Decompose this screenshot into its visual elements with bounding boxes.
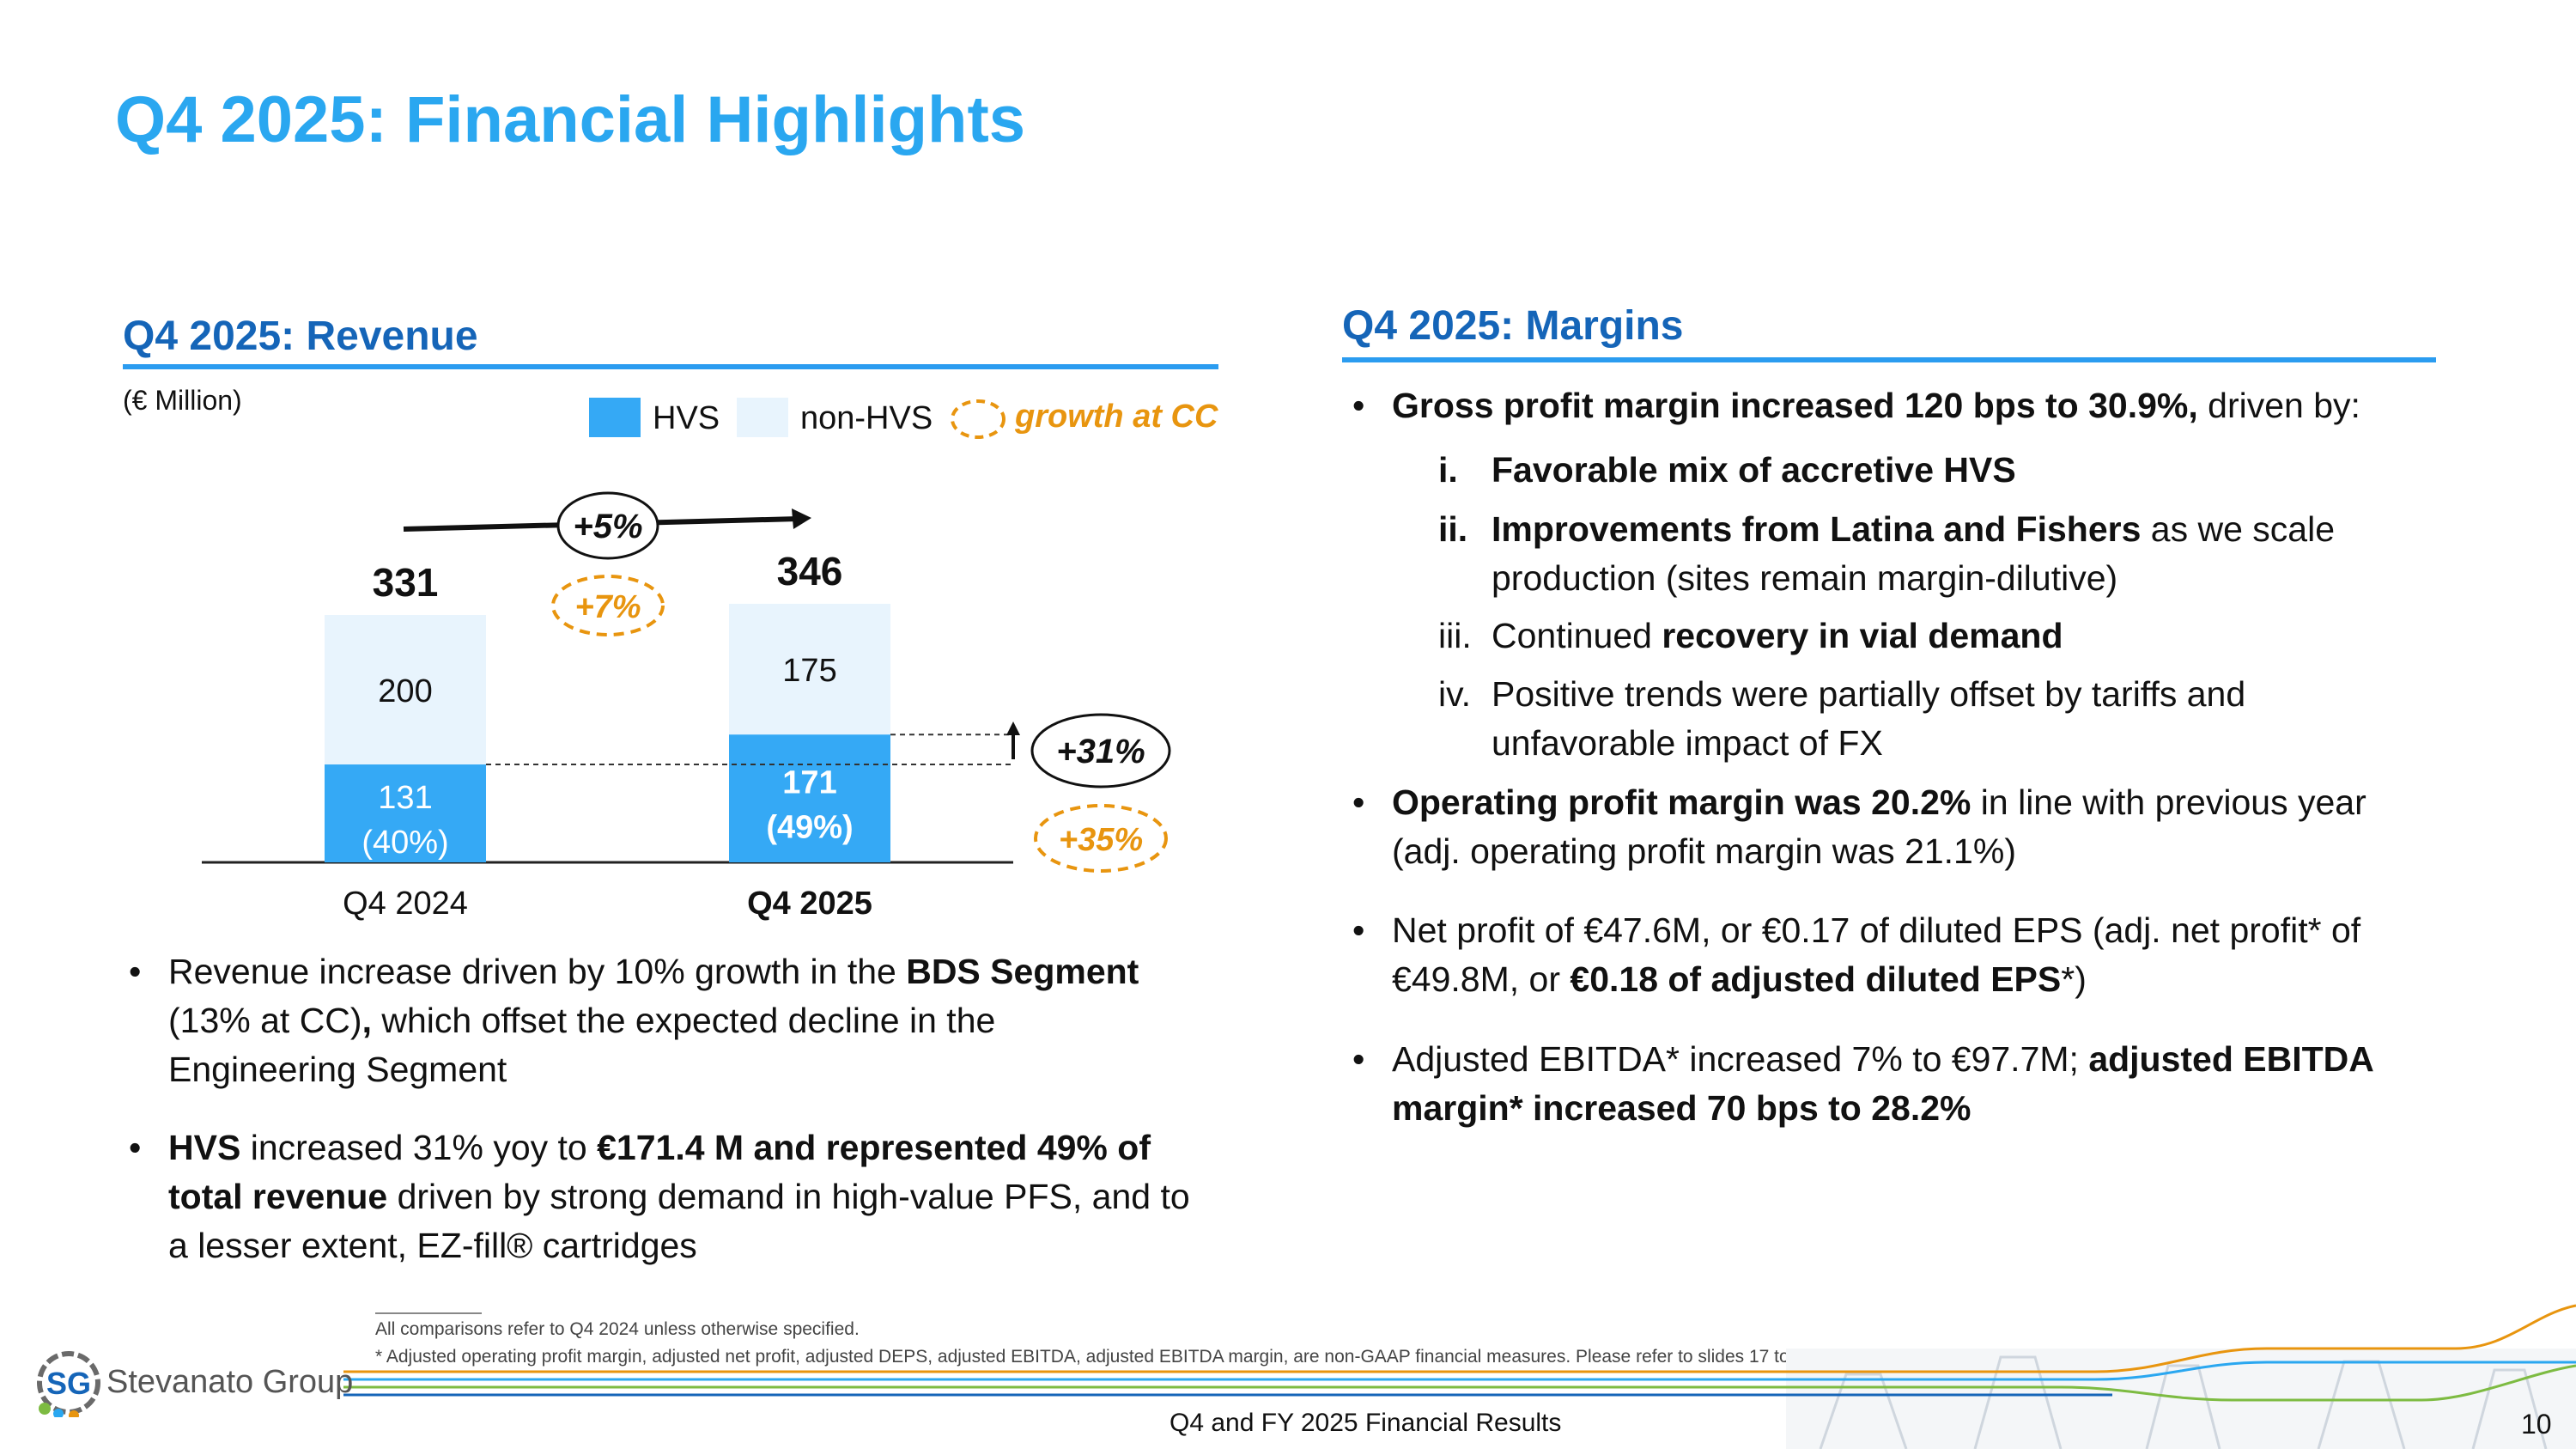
legend-hvs-swatch [589, 398, 641, 437]
revenue-title-rule [123, 364, 1218, 369]
legend-growth-cc-icon [951, 399, 1005, 439]
logo-mark-text: SG [46, 1366, 91, 1401]
page-title: Q4 2025: Financial Highlights [115, 83, 1026, 156]
revenue-section-title: Q4 2025: Revenue [123, 314, 478, 359]
bar-hvs-1 [729, 734, 890, 862]
margins-bullet-ebitda: • Adjusted EBITDA* increased 7% to €97.7… [1352, 1039, 2374, 1128]
margins-bullet-net-profit: • Net profit of €47.6M, or €0.17 of dilu… [1352, 910, 2361, 999]
bar-total-label-1: 346 [777, 549, 843, 594]
margins-title-rule [1342, 357, 2436, 362]
bar-hvs-share-1: (49%) [766, 810, 853, 846]
bar-hvs-label-0: 131 [378, 780, 432, 816]
category-label-1: Q4 2025 [747, 886, 872, 922]
total-growth-bubble [556, 491, 659, 560]
bar-non-hvs-label-1: 175 [782, 653, 836, 689]
bar-total-label-0: 331 [373, 560, 439, 605]
bar-hvs-label-1: 171 [782, 765, 836, 801]
total-growth-arrowhead [792, 508, 811, 529]
company-name: Stevanato Group [106, 1364, 354, 1400]
footer-center-text: Q4 and FY 2025 Financial Results [1170, 1409, 1562, 1437]
hvs-growth-arrowhead [1006, 721, 1020, 735]
bar-hvs-share-0: (40%) [361, 825, 448, 861]
legend-non-hvs-label: non-HVS [800, 400, 933, 436]
revenue-chart: +5% +7% 200 131 (40%) 331 Q4 2024 175 171 (49%)… [202, 491, 1171, 922]
footnote-2: * Adjusted operating profit margin, adju… [375, 1347, 2161, 1367]
margins-section-title: Q4 2025: Margins [1342, 303, 1684, 349]
hvs-growth-cc-label: +35% [1059, 822, 1143, 858]
revenue-bullet-2: • HVS increased 31% yoy to €171.4 M and … [129, 1128, 1190, 1265]
category-label-0: Q4 2024 [343, 886, 468, 922]
footer-decoration [343, 1304, 2576, 1449]
margins-sub-1: i. Favorable mix of accretive HVS [1438, 450, 2016, 490]
total-growth-cc-label: +7% [574, 589, 641, 625]
margins-bullet-operating: • Operating profit margin was 20.2% in l… [1352, 782, 2366, 871]
bar-non-hvs-0 [325, 615, 486, 765]
bar-non-hvs-1 [729, 603, 890, 735]
footnote-1: All comparisons refer to Q4 2024 unless … [375, 1319, 860, 1339]
logo-icon: SG [37, 1351, 100, 1417]
revenue-bullet-1: • Revenue increase driven by 10% growth … [129, 952, 1139, 1089]
hvs-growth-label: +31% [1056, 733, 1145, 770]
legend-growth-cc-label: growth at CC [1015, 399, 1218, 435]
hvs-growth-cc-bubble [1034, 804, 1168, 873]
unit-label: (€ Million) [123, 385, 242, 416]
total-growth-label: +5% [573, 508, 642, 545]
legend-hvs-label: HVS [653, 400, 720, 436]
bar-hvs-0 [325, 764, 486, 862]
hvs-growth-bubble [1030, 713, 1171, 788]
footnote-rule [375, 1312, 482, 1314]
total-growth-cc-bubble [551, 575, 665, 636]
margins-sub-4: iv. Positive trends were partially offse… [1438, 674, 2246, 763]
margins-sub-2: ii. Improvements from Latina and Fishers… [1438, 509, 2336, 598]
legend-non-hvs-swatch [737, 398, 788, 437]
page-number: 10 [2521, 1409, 2552, 1440]
margins-bullet-gross: • Gross profit margin increased 120 bps … [1352, 386, 2360, 425]
bar-non-hvs-label-0: 200 [378, 673, 432, 709]
margins-sub-3: iii. Continued recovery in vial demand [1438, 616, 2063, 655]
